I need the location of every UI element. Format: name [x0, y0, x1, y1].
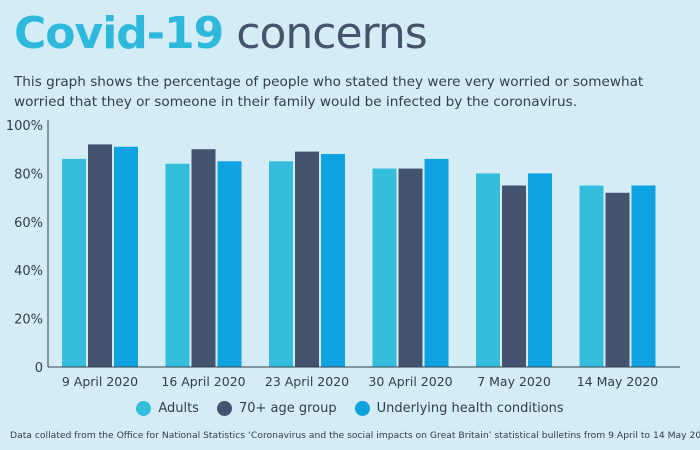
- bar-age70: [398, 168, 423, 367]
- x-tick-label: 23 April 2020: [265, 374, 349, 389]
- bar-adults: [579, 185, 604, 367]
- bar-underlying: [631, 185, 656, 367]
- legend-item-adults: Adults: [136, 401, 199, 416]
- x-tick-label: 9 April 2020: [62, 374, 138, 389]
- title-covid: Covid-19: [14, 8, 224, 59]
- bar-underlying: [424, 158, 449, 367]
- y-tick-label: 20%: [14, 313, 43, 328]
- bar-chart: 0 20% 40% 60% 80% 100% 9 April 2020 16 April 20…: [6, 119, 680, 389]
- bar-age70: [88, 144, 112, 367]
- bar-adults: [165, 163, 190, 367]
- legend-label-adults: Adults: [158, 401, 199, 416]
- x-tick-label: 7 May 2020: [477, 374, 551, 389]
- source-note: Data collated from the Office for Nation…: [10, 430, 700, 441]
- bar-adults: [476, 173, 500, 367]
- bar-underlying: [321, 154, 345, 367]
- title-concerns: concerns: [236, 8, 427, 59]
- x-tick-label: 14 May 2020: [577, 374, 659, 389]
- legend-label-underlying: Underlying health conditions: [376, 401, 564, 416]
- bar-adults: [269, 161, 293, 367]
- y-tick-label: 80%: [14, 167, 43, 182]
- legend-swatch-underlying: [354, 401, 370, 416]
- bar-underlying: [217, 161, 242, 367]
- y-tick-label: 100%: [6, 119, 43, 134]
- legend-item-underlying: Underlying health conditions: [354, 401, 564, 416]
- bar-underlying: [528, 173, 552, 367]
- legend-label-70plus: 70+ age group: [238, 401, 337, 416]
- legend-swatch-70plus: [216, 401, 232, 416]
- y-tick-label: 40%: [14, 264, 43, 279]
- bar-age70: [295, 151, 319, 367]
- bar-adults: [372, 168, 397, 367]
- page-title: Covid-19 concerns: [14, 6, 428, 62]
- x-tick-label: 30 April 2020: [368, 374, 452, 389]
- bar-underlying: [114, 146, 138, 367]
- bar-adults: [62, 158, 86, 367]
- legend-swatch-adults: [136, 401, 152, 416]
- y-tick-label: 0: [35, 361, 43, 376]
- y-tick-label: 60%: [14, 216, 43, 231]
- subtitle: This graph shows the percentage of peopl…: [14, 74, 644, 110]
- bar-age70: [502, 185, 526, 367]
- x-tick-label: 16 April 2020: [161, 374, 245, 389]
- bar-age70: [191, 149, 216, 367]
- legend: Adults 70+ age group Underlying health c…: [0, 401, 700, 416]
- legend-item-70plus: 70+ age group: [216, 401, 337, 416]
- bar-age70: [605, 192, 630, 367]
